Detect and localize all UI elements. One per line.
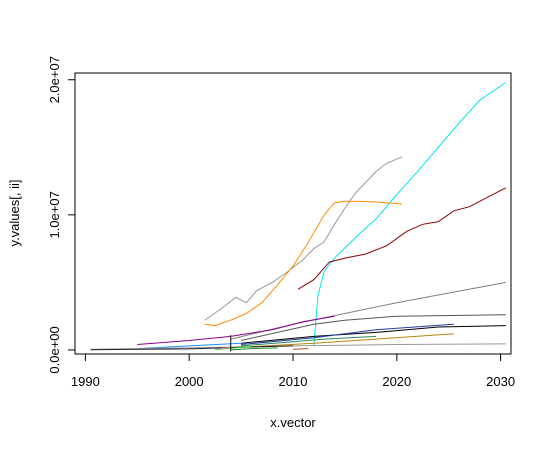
series-line-14 <box>90 345 294 351</box>
y-tick-label: 1.0e+07 <box>47 191 62 238</box>
series-line-7 <box>241 325 506 344</box>
y-axis: 0.0e+00 1.0e+07 2.0e+07 <box>47 56 76 374</box>
series-line-17 <box>292 348 309 350</box>
x-tick-label: 1990 <box>71 374 100 389</box>
y-tick-label: 2.0e+07 <box>47 56 62 103</box>
x-axis: 1990 2000 2010 2020 2030 <box>71 353 515 389</box>
y-axis-label: y.values[, ii] <box>7 180 22 247</box>
x-axis-label: x.vector <box>270 415 316 430</box>
series-line-1 <box>313 82 507 346</box>
x-tick-label: 2000 <box>175 374 204 389</box>
series-line-3 <box>204 200 403 327</box>
y-tick-label: 0.0e+00 <box>47 326 62 373</box>
series-line-4 <box>297 187 507 290</box>
series-line-2 <box>204 156 403 321</box>
series-layer <box>90 82 507 352</box>
series-line-6 <box>240 314 506 341</box>
plot-box <box>74 72 512 355</box>
series-line-11 <box>241 335 377 347</box>
x-tick-label: 2010 <box>279 374 308 389</box>
series-line-16 <box>230 347 278 351</box>
series-line-18 <box>220 346 231 350</box>
x-tick-label: 2020 <box>382 374 411 389</box>
x-tick-label: 2030 <box>486 374 515 389</box>
series-line-13 <box>90 343 506 350</box>
series-line-12 <box>137 342 242 350</box>
series-line-8 <box>241 323 454 345</box>
series-line-10 <box>241 333 454 348</box>
series-line-9 <box>137 315 335 345</box>
